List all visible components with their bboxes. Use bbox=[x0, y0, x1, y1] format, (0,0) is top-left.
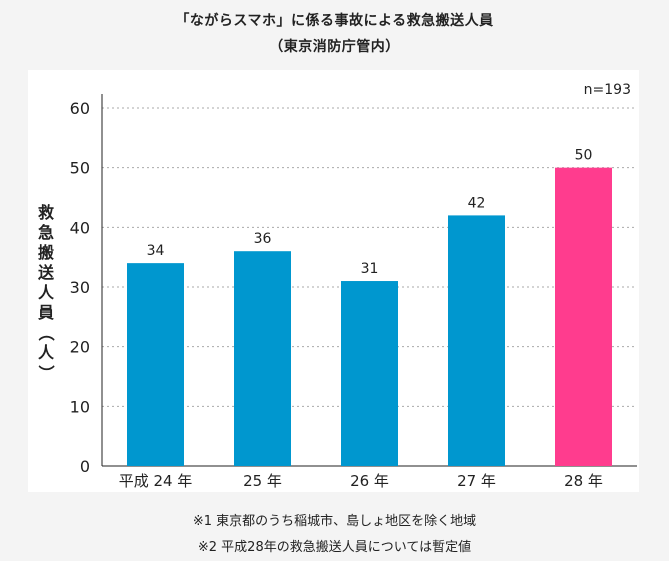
x-tick-label: 26 年 bbox=[350, 472, 389, 490]
y-axis-label-glyph: 搬 bbox=[38, 243, 54, 262]
y-tick-label: 50 bbox=[70, 159, 90, 178]
x-tick-label: 平成 24 年 bbox=[119, 472, 193, 490]
footnote-2: ※2 平成28年の救急搬送人員については暫定値 bbox=[197, 540, 472, 555]
y-axis-label-glyph: （ bbox=[37, 325, 56, 341]
x-tick-label: 28 年 bbox=[564, 472, 603, 490]
y-axis-label-glyph: 急 bbox=[38, 223, 54, 242]
x-tick-label: 27 年 bbox=[457, 472, 496, 490]
plot-area: 0 10 20 30 40 50 60 34 平成 24 年 36 25 年 31 26 年 42 27 年… bbox=[28, 70, 639, 492]
y-tick-label: 20 bbox=[70, 338, 90, 357]
y-tick-label: 30 bbox=[70, 278, 90, 297]
y-tick-label: 60 bbox=[70, 99, 90, 118]
x-tick-label: 25 年 bbox=[243, 472, 282, 490]
y-axis-label-glyph: 送 bbox=[37, 263, 55, 282]
bar bbox=[555, 167, 612, 466]
chart-subtitle: （東京消防庁管内） bbox=[269, 39, 400, 55]
y-axis-label-glyph: 救 bbox=[38, 203, 54, 222]
y-tick-label: 40 bbox=[70, 218, 90, 237]
footnote-1: ※1 東京都のうち稲城市、島しょ地区を除く地域 bbox=[192, 514, 477, 529]
data-label: 50 bbox=[575, 148, 593, 164]
data-label: 31 bbox=[361, 261, 379, 277]
y-tick-label: 10 bbox=[70, 397, 90, 416]
chart-title: 「ながらスマホ」に係る事故による救急搬送人員 bbox=[175, 13, 494, 29]
y-axis-label: 救急搬送人員（人） bbox=[37, 203, 56, 381]
y-axis-label-glyph: 人 bbox=[38, 283, 55, 302]
data-label: 36 bbox=[254, 231, 272, 247]
bar bbox=[341, 281, 398, 466]
data-label: 42 bbox=[468, 195, 486, 211]
data-label: 34 bbox=[147, 243, 165, 259]
bar bbox=[127, 263, 184, 466]
y-axis-label-glyph: 人 bbox=[38, 343, 55, 362]
y-axis-label-glyph: 員 bbox=[37, 303, 54, 322]
y-axis-label-glyph: ） bbox=[37, 365, 56, 381]
sample-size-label: n=193 bbox=[584, 82, 631, 98]
y-tick-label: 0 bbox=[80, 457, 90, 476]
bar bbox=[234, 251, 291, 466]
bar-chart: 0 10 20 30 40 50 60 34 平成 24 年 36 25 年 31 26 年 42 27 年… bbox=[37, 82, 637, 490]
bar bbox=[448, 215, 505, 466]
